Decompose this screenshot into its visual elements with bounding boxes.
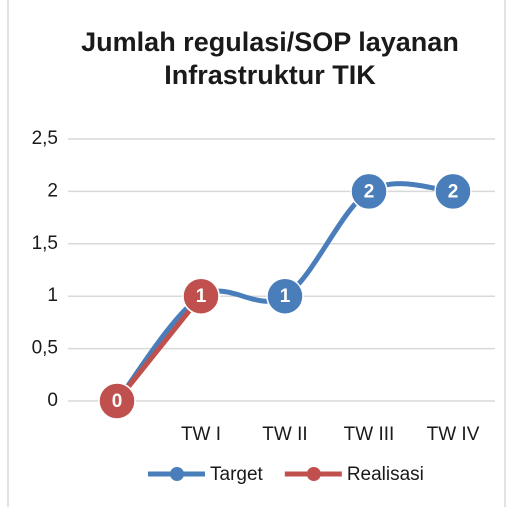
marker: [182, 277, 220, 315]
legend-marker: [170, 467, 184, 481]
data-label: 1: [196, 286, 207, 307]
y-tick-label: 0,5: [32, 338, 58, 359]
legend-label: Realisasi: [347, 464, 424, 485]
data-label: 1: [280, 286, 291, 307]
chart-title: Jumlah regulasi/SOP layanan Infrastruktu…: [81, 27, 459, 90]
x-tick-label: TW II: [262, 424, 307, 445]
y-tick-label: 0: [47, 390, 58, 411]
data-label: 0: [112, 391, 123, 412]
y-tick-label: 1,5: [32, 233, 58, 254]
x-tick-label: TW III: [344, 424, 395, 445]
data-label: 2: [364, 181, 375, 202]
marker: [98, 382, 136, 420]
x-tick-label: TW IV: [427, 424, 480, 445]
y-tick-label: 1: [47, 285, 58, 306]
marker: [266, 277, 304, 315]
data-label: 2: [448, 181, 459, 202]
marker: [350, 172, 388, 211]
chart-border: [7, 0, 506, 507]
legend-marker: [306, 467, 321, 481]
y-tick-label: 2,5: [32, 128, 58, 149]
legend-label: Target: [210, 464, 264, 485]
marker: [434, 172, 472, 211]
x-tick-label: TW I: [181, 424, 221, 445]
y-tick-label: 2: [47, 180, 58, 201]
